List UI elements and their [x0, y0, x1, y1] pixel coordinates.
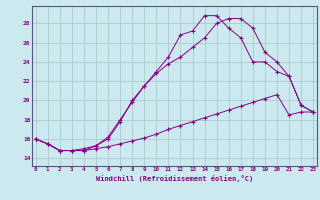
X-axis label: Windchill (Refroidissement éolien,°C): Windchill (Refroidissement éolien,°C) — [96, 175, 253, 182]
